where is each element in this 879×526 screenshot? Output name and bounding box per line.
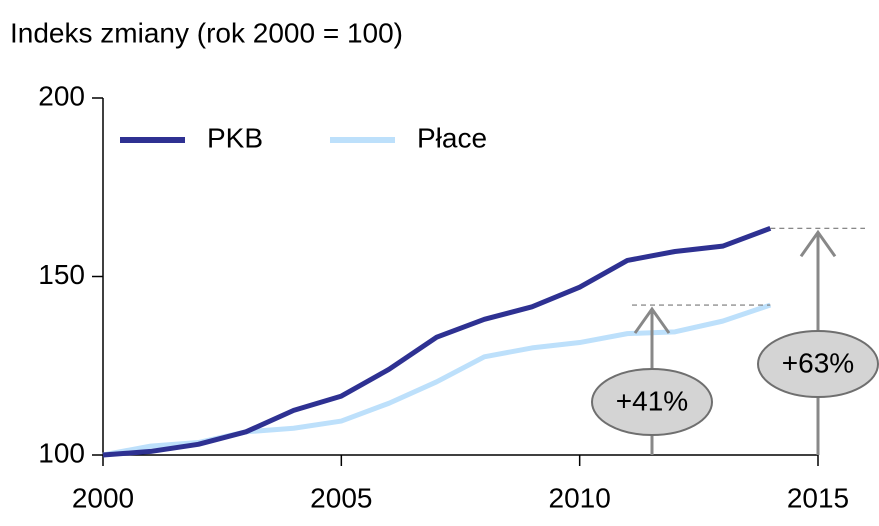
annotation-label: +41%	[616, 385, 688, 416]
y-tick-label: 200	[38, 80, 85, 111]
chart-title: Indeks zmiany (rok 2000 = 100)	[10, 17, 403, 48]
annotation-bubble	[757, 330, 879, 398]
y-tick-label: 150	[38, 259, 85, 290]
y-tick-label: 100	[38, 437, 85, 468]
annotation-bubble	[591, 368, 713, 436]
x-tick-label: 2010	[549, 482, 611, 513]
arrow-head	[633, 306, 671, 334]
x-tick-label: 2005	[310, 482, 372, 513]
line-0	[102, 225, 772, 458]
annotation-label: +63%	[782, 347, 854, 378]
x-tick-label: 2015	[787, 482, 849, 513]
legend-label: Płace	[417, 122, 487, 153]
legend-label: PKB	[207, 122, 263, 153]
arrow-head	[799, 229, 837, 258]
x-tick-label: 2000	[72, 482, 134, 513]
